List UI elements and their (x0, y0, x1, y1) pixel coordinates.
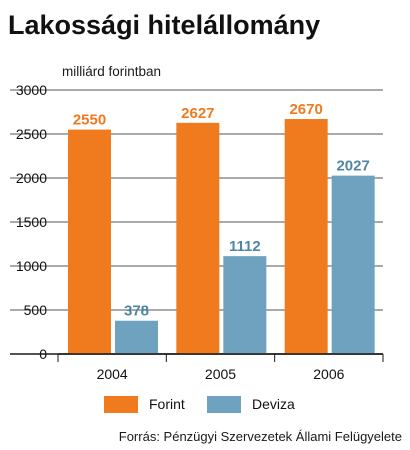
data-label-deviza-2005: 1112 (229, 238, 261, 255)
y-tick-label-500: 500 (24, 302, 48, 318)
data-label-forint-2004: 2550 (73, 112, 106, 129)
bar-deviza-2004 (115, 320, 158, 354)
y-tick-label-3000: 3000 (16, 82, 47, 98)
y-axis-ticks: 0 500 1000 1500 2000 2500 3000 (16, 82, 47, 362)
bar-forint-2006 (284, 119, 328, 354)
legend-swatch-forint (104, 396, 138, 413)
legend-swatch-deviza (207, 396, 241, 413)
data-label-forint-2006: 2670 (289, 101, 322, 118)
y-tick-label-2000: 2000 (16, 170, 47, 186)
y-tick-label-2500: 2500 (16, 126, 47, 142)
bar-deviza-2005 (223, 256, 267, 354)
legend-label-deviza: Deviza (252, 396, 295, 412)
data-label-deviza-2004: 378 (124, 303, 149, 320)
y-tick-label-1000: 1000 (16, 258, 47, 274)
bar-deviza-2006 (331, 175, 375, 354)
data-label-deviza-2006: 2027 (336, 158, 369, 175)
data-labels: 2550 378 2627 1112 2670 2027 (73, 101, 370, 320)
chart-title: Lakossági hitelállomány (8, 10, 320, 40)
legend: Forint Deviza (104, 396, 295, 413)
bar-forint-2005 (176, 122, 220, 354)
bar-forint-2004 (68, 129, 111, 354)
x-tick-label-2004: 2004 (97, 366, 128, 382)
x-axis-ticks: 2004 2005 2006 (57, 353, 384, 382)
legend-label-forint: Forint (149, 396, 185, 412)
y-tick-label-1500: 1500 (16, 214, 47, 230)
data-label-forint-2005: 2627 (181, 105, 214, 122)
y-axis-unit-label: milliárd forintban (62, 64, 161, 79)
x-tick-label-2005: 2005 (205, 366, 236, 382)
y-tick-label-0: 0 (39, 346, 47, 362)
source-note: Forrás: Pénzügyi Szervezetek Állami Felü… (119, 429, 402, 444)
x-tick-label-2006: 2006 (313, 366, 344, 382)
bars (68, 119, 375, 354)
